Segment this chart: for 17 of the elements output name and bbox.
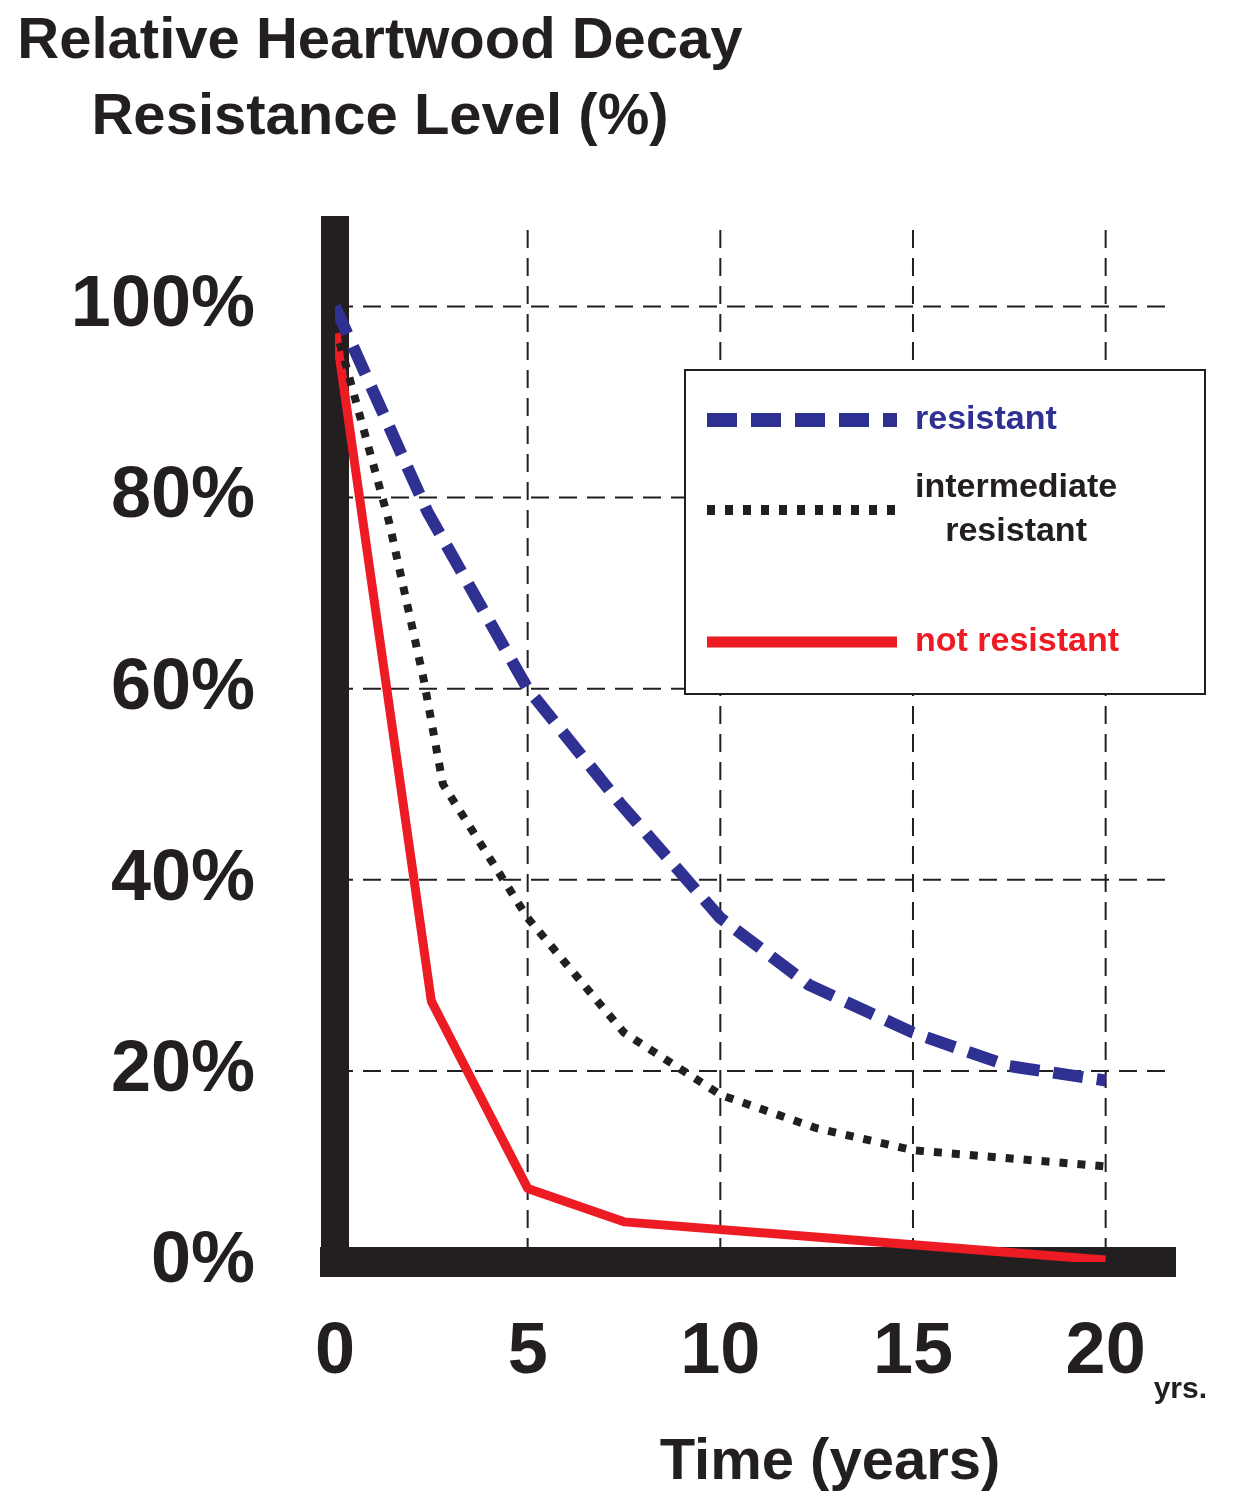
y-tick-label: 60%: [110, 643, 255, 724]
x-axis-title: Time (years): [658, 1425, 1002, 1492]
x-tick-label: 10: [680, 1308, 761, 1389]
x-tick-label: 15: [872, 1308, 954, 1389]
y-tick-label: 0%: [150, 1216, 255, 1297]
text: not resistant: [914, 620, 1120, 659]
text: intermediate resistant: [914, 466, 1118, 549]
y-tick-label: 40%: [110, 834, 255, 915]
y-tick-label: 20%: [110, 1025, 255, 1106]
x-tick-label: 0: [314, 1308, 356, 1389]
y-tick-label: 80%: [110, 452, 255, 533]
x-tick-label: 20: [1065, 1308, 1146, 1389]
text: resistant: [915, 398, 1057, 437]
x-tick-label: 5: [507, 1308, 548, 1389]
y-axis-title: Relative Heartwood Decay Resistance Level (%): [16, 4, 744, 148]
text: yrs.: [1153, 1371, 1208, 1404]
y-tick-label: 100%: [70, 261, 255, 342]
